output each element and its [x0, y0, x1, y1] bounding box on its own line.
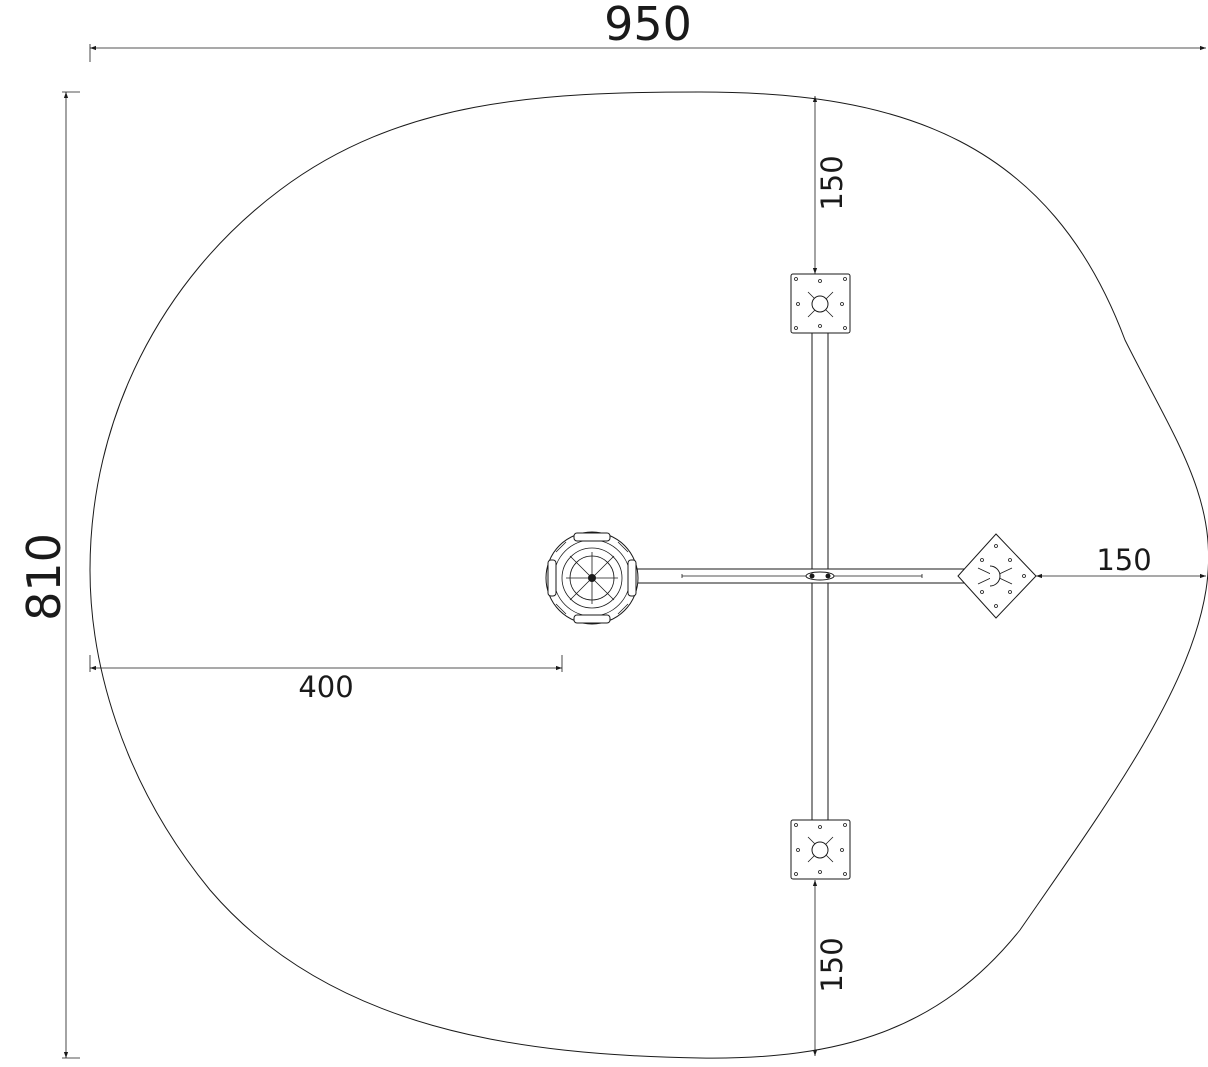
bottom-base-plate [790, 819, 851, 880]
bottom-clearance-dimension: 150 [812, 880, 849, 1056]
height-dimension-label: 810 [17, 533, 71, 621]
left-center-dimension-label: 400 [298, 670, 353, 704]
right-base-plate [957, 533, 1037, 619]
top-clearance-label: 150 [815, 155, 849, 210]
bottom-clearance-label: 150 [815, 937, 849, 992]
right-clearance-label: 150 [1096, 543, 1151, 577]
height-dimension: 810 [17, 91, 80, 1059]
horizontal-beam [589, 568, 997, 584]
right-clearance-dimension: 150 [1036, 543, 1206, 579]
rotating-seat [545, 531, 639, 625]
width-dimension-label: 950 [604, 0, 692, 51]
width-dimension: 950 [89, 0, 1206, 62]
top-base-plate [790, 273, 851, 334]
left-center-dimension: 400 [89, 655, 563, 704]
top-clearance-dimension: 150 [812, 96, 849, 274]
safety-zone-outline [89, 91, 1208, 1059]
